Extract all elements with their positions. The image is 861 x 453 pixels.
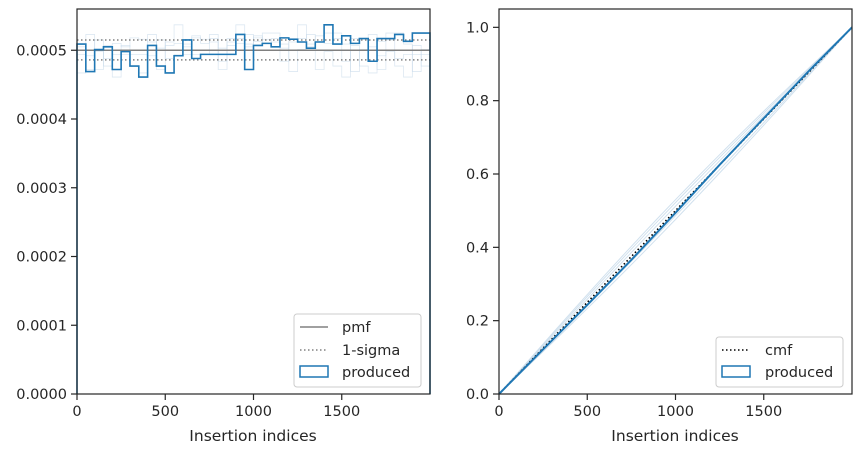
right-x-tick-label: 1500 [745,404,782,420]
faint-cmf-line [498,26,853,395]
left-y-tick-label: 0.0002 [16,250,67,266]
produced-histogram [76,24,431,394]
right-x-axis-label: Insertion indices [611,427,738,445]
left-legend: pmf 1-sigma produced [293,313,422,388]
right-ticks: 0 500 1000 1500 0.0 0.2 0.4 0.6 0.8 1.0 [466,20,782,420]
right-y-tick-label: 0.4 [466,240,489,256]
left-x-tick-label: 500 [151,404,179,420]
right-y-tick-label: 0.8 [466,94,489,110]
right-marks [498,26,853,395]
left-legend-box [293,313,422,388]
histogram-panel: 0 500 1000 1500 0.0000 0.0001 0.0002 0.0003 0.00… [16,8,431,445]
legend-produced-label-right: produced [765,365,833,381]
faint-step-trace [77,24,430,78]
legend-produced-label: produced [342,365,410,381]
left-x-tick-label: 1500 [323,404,360,420]
legend-pmf-label: pmf [342,320,371,336]
faint-cmf-line [498,26,853,395]
legend-cmf-label: cmf [765,343,793,359]
right-y-tick-label: 0.6 [466,167,489,183]
left-y-tick-label: 0.0003 [16,181,67,197]
right-legend-box [715,336,844,388]
left-x-axis-label: Insertion indices [189,427,316,445]
left-y-tick-label: 0.0005 [16,43,67,59]
legend-produced-swatch-right [721,365,751,378]
legend-sigma-label: 1-sigma [342,343,400,359]
faint-cmf-line [498,26,853,395]
left-marks [76,24,431,394]
produced-line [498,26,853,395]
right-x-tick-label: 500 [573,404,601,420]
right-y-tick-label: 0.0 [466,387,489,403]
left-y-tick-label: 0.0004 [16,112,67,128]
right-y-tick-label: 0.2 [466,314,489,330]
left-ticks: 0 500 1000 1500 0.0000 0.0001 0.0002 0.0003 0.00… [16,43,360,420]
right-y-tick-label: 1.0 [466,20,489,36]
right-axes-frame [498,8,853,395]
right-legend: cmf produced [715,336,844,388]
right-x-tick-label: 1000 [657,404,694,420]
left-y-tick-label: 0.0000 [16,387,67,403]
left-x-tick-label: 0 [72,404,81,420]
legend-produced-swatch [299,365,329,378]
left-y-tick-label: 0.0001 [16,318,67,334]
left-x-tick-label: 1000 [235,404,272,420]
cmf-panel: 0 500 1000 1500 0.0 0.2 0.4 0.6 0.8 1.0 Insertion… [466,8,853,445]
right-x-tick-label: 0 [494,404,503,420]
